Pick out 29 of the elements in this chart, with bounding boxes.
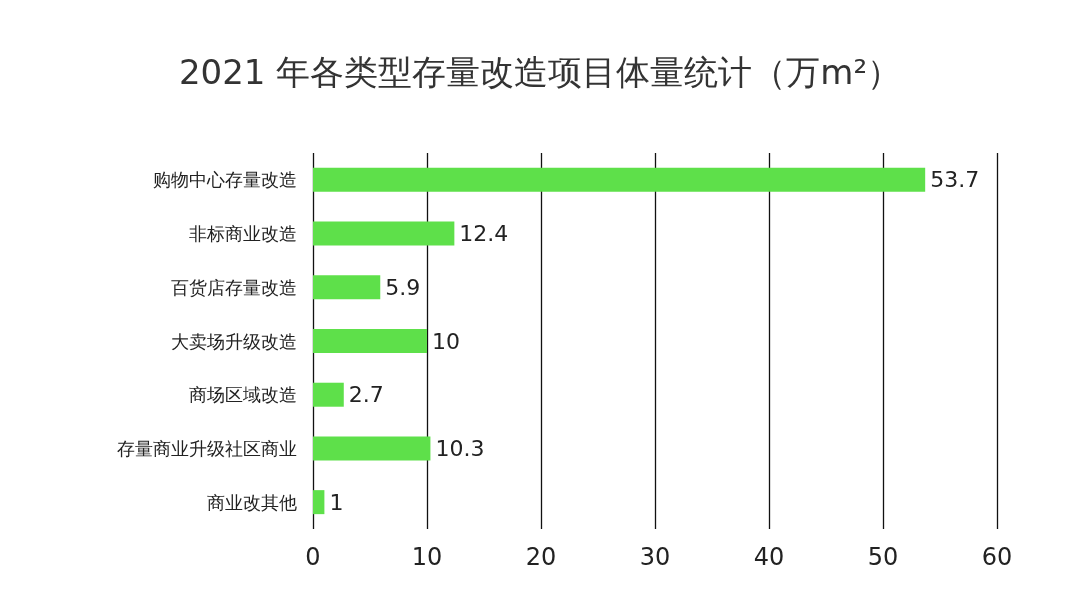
data-label: 5.9 xyxy=(385,274,421,300)
bar xyxy=(313,490,325,515)
data-label: 53.7 xyxy=(930,167,980,193)
y-tick-label: 大卖场升级改造 xyxy=(171,330,297,352)
x-tick-label: 10 xyxy=(411,543,443,571)
y-tick-label: 百货店存量改造 xyxy=(171,276,297,298)
data-label: 10.3 xyxy=(435,435,485,461)
x-tick-label: 20 xyxy=(525,543,557,571)
x-tick-label: 30 xyxy=(639,543,671,571)
x-tick-label: 50 xyxy=(867,543,899,571)
bar xyxy=(313,329,427,353)
data-label: 10 xyxy=(432,328,460,354)
data-label: 2.7 xyxy=(348,382,384,408)
y-tick-label: 购物中心存量改造 xyxy=(153,169,297,191)
bar xyxy=(313,436,431,461)
y-tick-label: 存量商业升级社区商业 xyxy=(117,437,297,459)
bar xyxy=(313,221,455,246)
x-tick-label: 40 xyxy=(753,543,785,571)
x-tick-label: 0 xyxy=(305,543,321,571)
data-label: 1 xyxy=(329,489,344,515)
x-tick-label: 60 xyxy=(981,543,1013,571)
data-label: 12.4 xyxy=(459,221,509,247)
y-tick-label: 商业改其他 xyxy=(207,491,297,513)
y-tick-label: 商场区域改造 xyxy=(189,384,297,406)
chart-title: 2021 年各类型存量改造项目体量统计（万m²） xyxy=(178,52,902,92)
bar xyxy=(313,167,926,192)
bar xyxy=(313,382,344,407)
bar xyxy=(313,275,381,300)
y-tick-label: 非标商业改造 xyxy=(189,223,297,245)
